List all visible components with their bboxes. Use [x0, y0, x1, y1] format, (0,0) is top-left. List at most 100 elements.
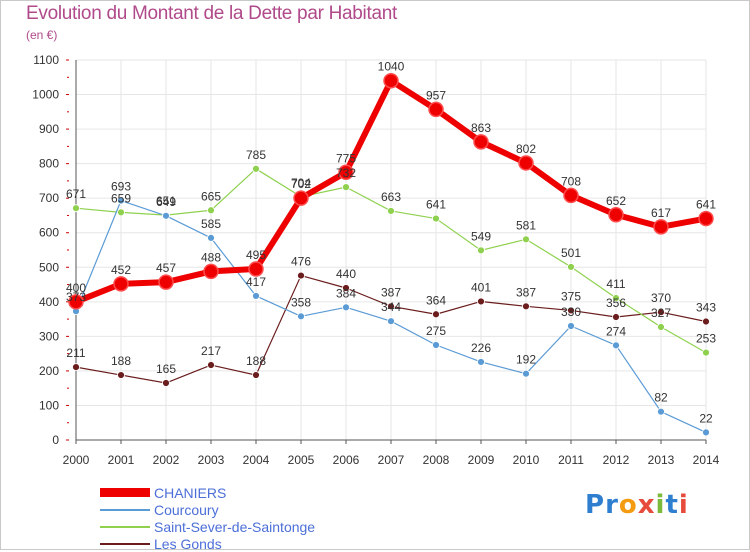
y-tick-label: 300: [39, 329, 59, 343]
legend-label: CHANIERS: [154, 484, 227, 501]
data-label: 356: [606, 296, 626, 310]
data-point: [342, 303, 350, 312]
data-label: 501: [561, 246, 581, 260]
y-tick-label: 600: [39, 226, 59, 240]
data-label: 704: [291, 176, 311, 190]
data-point: [653, 219, 669, 235]
data-point: [477, 246, 485, 255]
data-point: [117, 196, 125, 205]
data-label: 476: [291, 255, 311, 269]
x-tick-label: 2006: [333, 453, 360, 467]
data-point: [563, 187, 579, 204]
data-point: [207, 206, 215, 215]
x-tick-label: 2004: [243, 453, 270, 467]
legend-swatch: [100, 542, 150, 545]
y-tick-label: 1100: [33, 53, 59, 67]
data-label: 275: [426, 324, 446, 338]
data-point: [428, 101, 444, 118]
data-label: 1040: [378, 60, 405, 74]
data-label: 22: [699, 411, 713, 425]
data-label: 211: [66, 346, 85, 360]
x-tick-label: 2014: [693, 453, 720, 467]
data-point: [477, 358, 485, 366]
data-label: 417: [246, 275, 266, 289]
data-point: [608, 207, 624, 223]
data-label: 188: [111, 354, 131, 368]
data-label: 82: [654, 391, 668, 405]
data-label: 457: [156, 261, 176, 275]
x-tick-label: 2005: [288, 453, 315, 467]
data-label: 217: [201, 344, 221, 358]
data-label: 188: [246, 354, 266, 368]
data-point: [252, 164, 260, 173]
data-label: 663: [381, 190, 401, 204]
data-point: [68, 294, 84, 310]
x-tick-label: 2000: [63, 453, 90, 467]
x-tick-label: 2008: [423, 453, 450, 467]
data-point: [252, 371, 260, 379]
data-label: 226: [471, 341, 491, 355]
data-label: 364: [426, 293, 446, 307]
data-label: 344: [381, 300, 401, 314]
data-label: 549: [471, 229, 491, 243]
legend: CHANIERS Courcoury Saint-Sever-de-Saintong…: [100, 484, 315, 552]
x-tick-label: 2007: [378, 453, 405, 467]
data-label: 387: [381, 285, 401, 299]
data-label: 165: [156, 362, 176, 376]
data-point: [657, 407, 665, 416]
legend-item: Les Gonds: [100, 535, 315, 552]
x-tick-label: 2011: [558, 453, 584, 467]
data-point: [113, 276, 129, 292]
data-point: [698, 210, 714, 227]
data-label: 495: [246, 248, 266, 262]
data-label: 641: [426, 198, 446, 212]
chart-title: Evolution du Montant de la Dette par Hab…: [26, 3, 397, 24]
legend-item: Courcoury: [100, 501, 315, 518]
data-label: 659: [111, 191, 131, 205]
data-point: [612, 313, 620, 321]
y-tick-label: 0: [52, 433, 59, 447]
y-tick-label: 1000: [32, 88, 59, 102]
data-point: [342, 284, 350, 292]
data-point: [158, 274, 174, 290]
data-point: [207, 361, 215, 369]
data-point: [383, 72, 399, 89]
data-label: 693: [111, 180, 131, 194]
data-label: 192: [516, 353, 536, 367]
x-tick-label: 2002: [153, 453, 180, 467]
data-label: 327: [651, 306, 671, 320]
x-tick-label: 2009: [468, 453, 495, 467]
proxiti-logo: Proxiti: [585, 490, 689, 520]
data-point: [522, 235, 530, 244]
data-label: 488: [201, 250, 221, 264]
data-label: 802: [516, 142, 536, 156]
data-label: 671: [66, 187, 86, 201]
data-point: [117, 208, 125, 217]
data-label: 863: [471, 121, 491, 135]
data-point: [117, 371, 125, 379]
series-courcoury: [72, 196, 710, 437]
data-label: 708: [561, 174, 581, 188]
series-les-gonds: [72, 271, 710, 387]
data-label: 585: [201, 217, 221, 231]
grid-lines: [75, 59, 707, 440]
line-chart: 0 100 200 300 400 500 600 700 800 900 1000 1100 2000…: [32, 53, 720, 467]
x-tick-label: 2012: [603, 453, 630, 467]
data-label: 401: [471, 280, 491, 294]
y-tick-label: 900: [39, 122, 59, 136]
data-label: 617: [651, 206, 671, 220]
legend-label: Saint-Sever-de-Saintonge: [154, 518, 316, 535]
y-tick-label: 500: [39, 260, 59, 274]
data-label: 785: [246, 148, 266, 162]
data-label: 358: [291, 295, 311, 309]
data-point: [387, 302, 395, 311]
data-point: [477, 297, 485, 306]
data-label: 652: [606, 194, 626, 208]
data-point: [342, 183, 350, 192]
data-label: 343: [696, 301, 716, 315]
y-tick-label: 700: [39, 191, 59, 205]
data-point: [473, 134, 489, 150]
unit-label: (en €): [26, 28, 58, 42]
data-point: [432, 214, 440, 223]
